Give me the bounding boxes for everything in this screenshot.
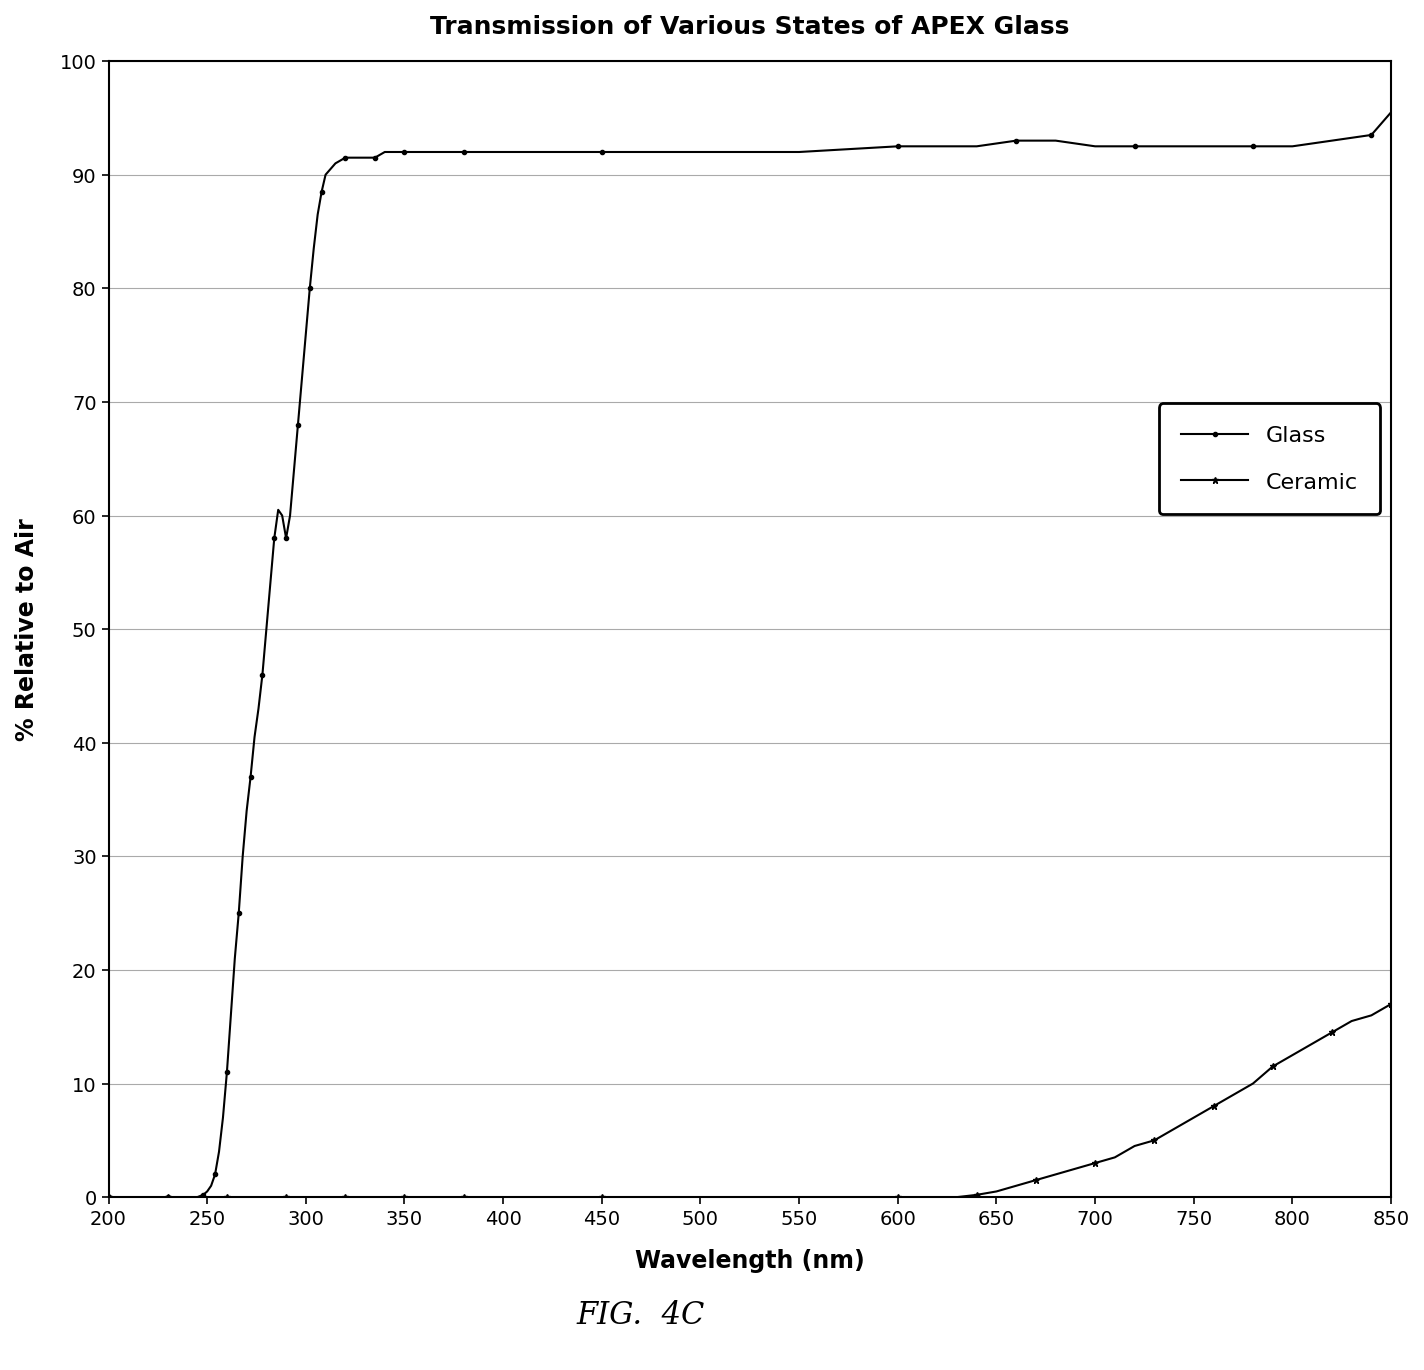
Ceramic xyxy=(258,1189,275,1206)
Ceramic xyxy=(1303,1036,1320,1052)
Ceramic xyxy=(1243,1075,1260,1092)
Glass xyxy=(231,906,248,922)
Ceramic xyxy=(1381,996,1398,1012)
Ceramic xyxy=(1343,1012,1360,1029)
Ceramic xyxy=(278,1189,295,1206)
Glass xyxy=(326,156,343,173)
Ceramic xyxy=(416,1189,433,1206)
Glass xyxy=(234,848,251,864)
Text: FIG.  4C: FIG. 4C xyxy=(577,1300,705,1330)
Ceramic xyxy=(790,1189,807,1206)
Ceramic xyxy=(1363,1007,1380,1023)
Ceramic xyxy=(298,1189,315,1206)
Ceramic xyxy=(159,1189,177,1206)
Ceramic xyxy=(100,1189,117,1206)
Ceramic xyxy=(179,1189,197,1206)
Ceramic xyxy=(948,1189,965,1206)
Glass xyxy=(336,151,353,167)
Ceramic xyxy=(396,1189,413,1206)
Glass xyxy=(1323,133,1340,149)
Ceramic xyxy=(1027,1171,1044,1188)
Ceramic xyxy=(889,1189,906,1206)
Ceramic xyxy=(1283,1047,1300,1063)
Ceramic xyxy=(928,1189,946,1206)
Legend: Glass, Ceramic: Glass, Ceramic xyxy=(1159,404,1380,515)
Ceramic xyxy=(1323,1025,1340,1041)
Ceramic xyxy=(376,1189,393,1206)
Ceramic xyxy=(494,1189,511,1206)
Ceramic xyxy=(692,1189,709,1206)
Title: Transmission of Various States of APEX Glass: Transmission of Various States of APEX G… xyxy=(430,15,1069,38)
Ceramic xyxy=(140,1189,157,1206)
Ceramic xyxy=(1145,1132,1162,1148)
Ceramic xyxy=(1047,1166,1064,1182)
Ceramic xyxy=(968,1186,985,1203)
Ceramic xyxy=(198,1189,215,1206)
Ceramic xyxy=(1106,1149,1124,1166)
Glass xyxy=(1125,138,1142,155)
Ceramic xyxy=(1087,1155,1104,1171)
X-axis label: Wavelength (nm): Wavelength (nm) xyxy=(635,1249,864,1273)
Ceramic xyxy=(1125,1138,1142,1155)
Ceramic xyxy=(1185,1110,1202,1126)
Glass xyxy=(1381,104,1398,121)
Glass xyxy=(100,1189,117,1206)
Ceramic xyxy=(987,1184,1004,1200)
Ceramic xyxy=(1007,1178,1024,1195)
Ceramic xyxy=(120,1189,137,1206)
Line: Ceramic: Ceramic xyxy=(105,1000,1394,1200)
Ceramic xyxy=(238,1189,255,1206)
Line: Glass: Glass xyxy=(107,111,1393,1199)
Ceramic xyxy=(1067,1160,1084,1177)
Ceramic xyxy=(336,1189,353,1206)
Ceramic xyxy=(356,1189,373,1206)
Ceramic xyxy=(592,1189,609,1206)
Y-axis label: % Relative to Air: % Relative to Air xyxy=(16,518,38,741)
Ceramic xyxy=(1225,1086,1242,1103)
Ceramic xyxy=(474,1189,491,1206)
Ceramic xyxy=(218,1189,235,1206)
Ceramic xyxy=(454,1189,471,1206)
Ceramic xyxy=(318,1189,335,1206)
Ceramic xyxy=(1205,1099,1222,1115)
Ceramic xyxy=(1165,1121,1182,1137)
Ceramic xyxy=(1263,1059,1280,1075)
Ceramic xyxy=(436,1189,453,1206)
